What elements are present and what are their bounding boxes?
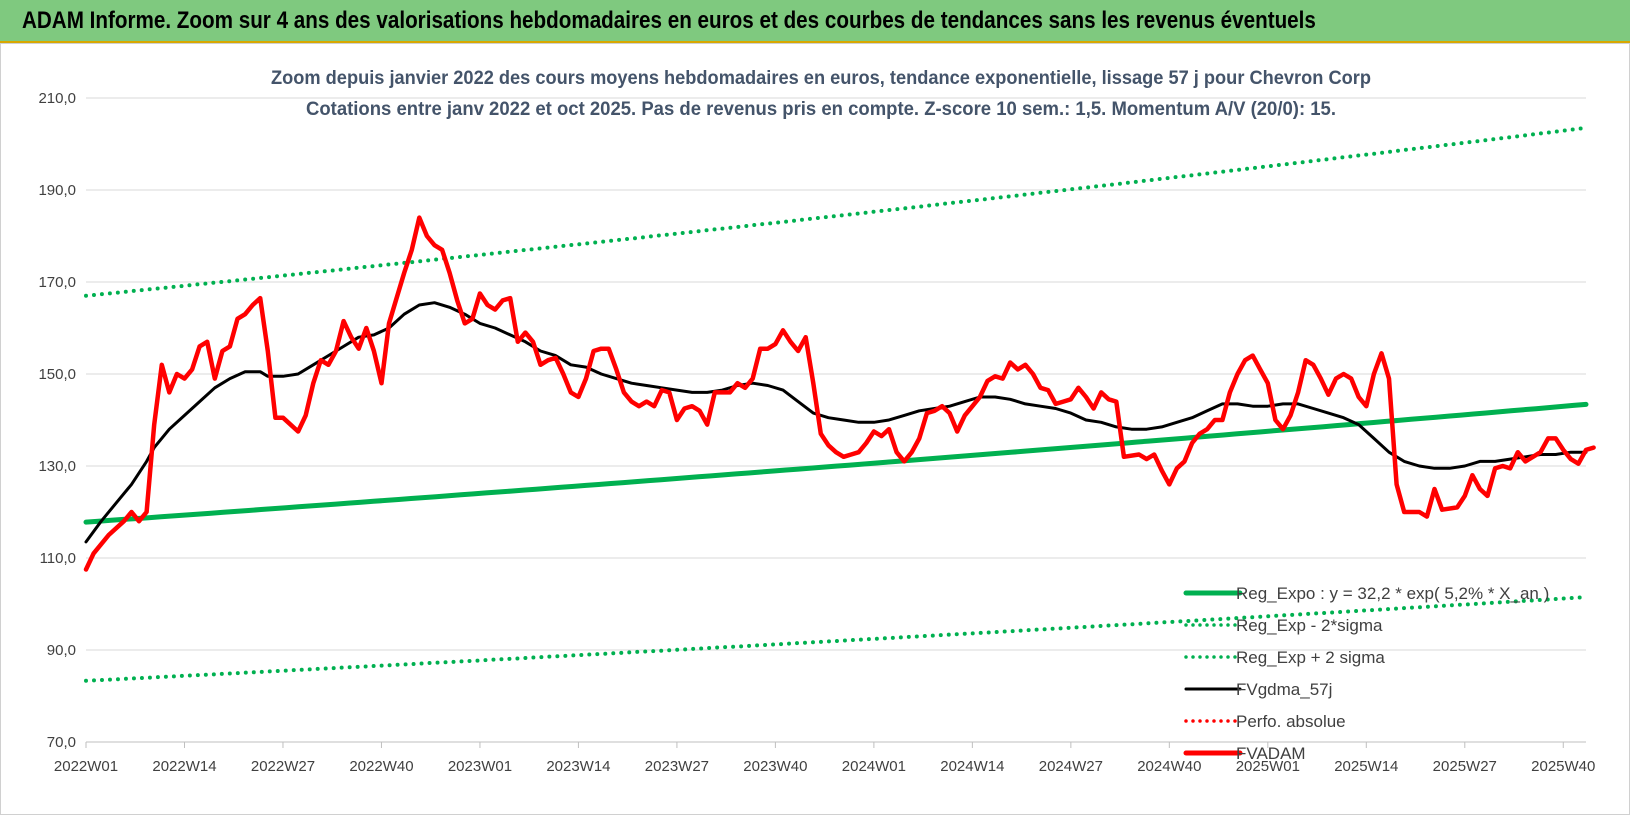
chart: 70,0 90,0 110,0 130,0 150,0 170,0 190,0 210,0 2… <box>38 68 1596 775</box>
x-tick-label: 2025W27 <box>1433 758 1497 775</box>
x-tick-label: 2025W40 <box>1531 758 1595 775</box>
x-tick-label: 2023W14 <box>546 758 610 775</box>
x-tick-label: 2025W01 <box>1236 758 1300 775</box>
legend-reg-plus-label: Reg_Exp + 2 sigma <box>1236 648 1385 667</box>
x-tick-label: 2023W01 <box>448 758 512 775</box>
legend-reg-expo-label: Reg_Expo : y = 32,2 * exp( 5,2% * X_an ) <box>1236 584 1549 603</box>
chart-title: Zoom depuis janvier 2022 des cours moyen… <box>271 68 1371 89</box>
y-axis: 70,0 90,0 110,0 130,0 150,0 170,0 190,0 210,0 <box>38 90 76 751</box>
x-axis: 2022W01 2022W14 2022W27 2022W40 2023W01 2023W… <box>54 741 1595 775</box>
x-tick-label: 2024W14 <box>940 758 1004 775</box>
x-tick-label: 2023W27 <box>645 758 709 775</box>
chart-frame: 70,0 90,0 110,0 130,0 150,0 170,0 190,0 210,0 2… <box>0 43 1630 815</box>
band-upper-series <box>84 125 1588 298</box>
legend-reg-minus-entry: Reg_Exp - 2*sigma <box>1184 616 1383 635</box>
x-tick-label: 2024W40 <box>1137 758 1201 775</box>
x-tick-label: 2023W40 <box>743 758 807 775</box>
legend-perfo-entry: Perfo. absolue <box>1184 712 1346 731</box>
x-tick-label: 2025W14 <box>1334 758 1398 775</box>
series-layer <box>83 125 1596 683</box>
report-title: ADAM Informe. Zoom sur 4 ans des valoris… <box>22 7 1316 34</box>
report-banner: ADAM Informe. Zoom sur 4 ans des valoris… <box>0 0 1630 43</box>
chart-subtitle: Cotations entre janv 2022 et oct 2025. P… <box>306 99 1336 120</box>
y-tick-label: 190,0 <box>38 182 76 199</box>
fvadam-series <box>83 215 1596 572</box>
x-tick-label: 2022W27 <box>251 758 315 775</box>
y-tick-label: 90,0 <box>47 642 76 659</box>
legend-perfo-label: Perfo. absolue <box>1236 712 1346 731</box>
y-tick-label: 170,0 <box>38 274 76 291</box>
legend-reg-expo-entry: Reg_Expo : y = 32,2 * exp( 5,2% * X_an ) <box>1183 584 1549 603</box>
grid-lines <box>86 97 1586 743</box>
chart-titles: Zoom depuis janvier 2022 des cours moyen… <box>271 68 1371 120</box>
legend-reg-minus-label: Reg_Exp - 2*sigma <box>1236 616 1383 635</box>
legend: Reg_Expo : y = 32,2 * exp( 5,2% * X_an )… <box>1183 584 1549 763</box>
x-tick-label: 2024W27 <box>1039 758 1103 775</box>
y-tick-label: 150,0 <box>38 366 76 383</box>
legend-fvadam-label: FVADAM <box>1236 744 1306 763</box>
legend-fvgdma-label: FVgdma_57j <box>1236 680 1332 699</box>
fvgdma-series <box>84 301 1588 544</box>
reg-expo-series <box>83 401 1589 525</box>
x-tick-label: 2022W01 <box>54 758 118 775</box>
y-tick-label: 210,0 <box>38 90 76 107</box>
y-tick-label: 110,0 <box>40 550 76 567</box>
x-tick-label: 2022W14 <box>152 758 216 775</box>
x-tick-label: 2022W40 <box>349 758 413 775</box>
legend-fvgdma-entry: FVgdma_57j <box>1184 680 1332 699</box>
legend-fvadam-entry: FVADAM <box>1183 744 1306 763</box>
y-tick-label: 130,0 <box>38 458 76 475</box>
y-tick-label: 70,0 <box>47 734 76 751</box>
band-lower-series <box>84 595 1588 683</box>
x-tick-label: 2024W01 <box>842 758 906 775</box>
legend-reg-plus-entry: Reg_Exp + 2 sigma <box>1184 648 1385 667</box>
